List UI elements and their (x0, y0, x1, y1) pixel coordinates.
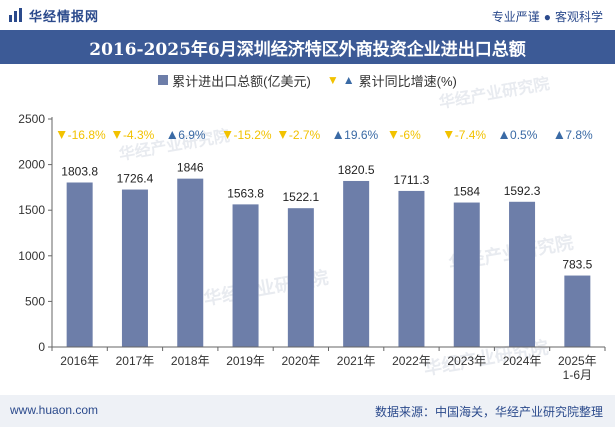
footer: www.huaon.com 数据来源：中国海关，华经产业研究院整理 (0, 395, 615, 427)
bar (121, 189, 148, 347)
bar-series: 1803.8 1726.4 1846 1563.8 1522.1 1820.5 1711.3… (61, 161, 593, 347)
title-bar: 2016-2025年6月深圳经济特区外商投资企业进出口总额 (0, 30, 615, 64)
x-tick-label-line: 2018年 (171, 354, 210, 368)
x-tick-label: 2021年 (337, 354, 376, 368)
legend-item-growth: ▼ ▲ 累计同比增速(%) (327, 71, 457, 90)
growth-down-marker (112, 131, 121, 139)
growth-up-marker (334, 131, 343, 139)
chart-title: 2016-2025年6月深圳经济特区外商投资企业进出口总额 (89, 39, 526, 60)
x-tick-label-line: 2019年 (226, 354, 265, 368)
legend-item-bar: 累计进出口总额(亿美元) (158, 71, 311, 90)
brand-name: 华经情报网 (29, 8, 100, 24)
slogan: 专业严谨 ● 客观科学 (492, 8, 603, 25)
bar-value-label: 1563.8 (227, 186, 264, 200)
x-tick-label: 2017年 (116, 354, 155, 368)
bar (453, 202, 480, 347)
x-tick-label: 2019年 (226, 354, 265, 368)
bar-value-label: 1522.1 (282, 190, 319, 204)
slogan-separator: ● (543, 9, 551, 24)
bar (398, 190, 425, 347)
growth-label: -4.3% (123, 128, 155, 142)
y-tick-label: 1000 (18, 249, 45, 263)
growth-down-marker (389, 131, 398, 139)
x-tick-label-line: 2016年 (60, 354, 99, 368)
x-tick-label: 2022年 (392, 354, 431, 368)
bar-value-label: 1846 (177, 161, 204, 175)
y-tick-label: 2500 (18, 112, 45, 126)
growth-label: -2.7% (289, 128, 321, 142)
growth-down-marker (278, 131, 287, 139)
bar (66, 182, 93, 347)
footer-source: 数据来源：中国海关，华经产业研究院整理 (374, 405, 603, 419)
brand-logo: 华经情报网 (8, 6, 99, 24)
bar (509, 201, 536, 347)
growth-label: 7.8% (565, 128, 593, 142)
bar-value-label: 1584 (453, 185, 480, 199)
bar-value-label: 1711.3 (394, 173, 430, 187)
x-tick-label-line: 2024年 (503, 354, 542, 368)
bar (564, 275, 591, 347)
growth-down-marker (223, 131, 232, 139)
growth-down-marker (444, 131, 453, 139)
growth-series: -16.8% -4.3% 6.9% -15.2% -2.7% 19.6% -6% -7.4% 0… (57, 128, 593, 142)
growth-label: 0.5% (510, 128, 538, 142)
growth-label: -15.2% (234, 128, 272, 142)
brand-logo-icon (9, 8, 22, 22)
x-tick-label-line: 2017年 (116, 354, 155, 368)
bar-value-label: 783.5 (562, 258, 592, 272)
chart-legend: 累计进出口总额(亿美元) ▼ ▲ 累计同比增速(%) (0, 70, 615, 90)
top-bar: 华经情报网 专业严谨 ● 客观科学 (0, 0, 615, 30)
x-tick-label-line: 2021年 (337, 354, 376, 368)
growth-label: -16.8% (68, 128, 106, 142)
growth-up-marker (555, 131, 564, 139)
growth-label: 6.9% (178, 128, 206, 142)
legend-bar-label: 累计进出口总额(亿美元) (172, 73, 311, 89)
x-tick-label-line: 1-6月 (563, 368, 592, 382)
y-tick-label: 2000 (18, 158, 45, 172)
y-axis: 0 500 1000 1500 2000 2500 (18, 112, 53, 354)
growth-up-marker (168, 131, 177, 139)
x-tick-label: 2018年 (171, 354, 210, 368)
bar-value-label: 1726.4 (117, 172, 154, 186)
bar-value-label: 1803.8 (61, 164, 98, 178)
chart-area: 华经产业研究院华经产业研究院华经产业研究院华经产业研究院华经产业研究院 0500… (18, 74, 606, 382)
bar (232, 204, 259, 347)
x-axis: 2016年 2017年 2018年 2019年 2020年 2021年 2022年 2023年… (51, 346, 606, 382)
slogan-left: 专业严谨 (491, 10, 540, 24)
growth-label: -6% (399, 128, 421, 142)
bar (343, 180, 370, 347)
y-tick-label: 1500 (18, 203, 45, 217)
x-tick-label-line: 2020年 (281, 354, 320, 368)
triangle-up-icon: ▲ (342, 73, 355, 87)
bar-value-label: 1592.3 (504, 184, 541, 198)
growth-up-marker (500, 131, 509, 139)
x-tick-label: 2016年 (60, 354, 99, 368)
growth-label: -7.4% (455, 128, 487, 142)
x-tick-label-line: 2025年 (558, 354, 597, 368)
x-tick-label: 2023年 (447, 354, 486, 368)
triangle-down-icon: ▼ (326, 73, 339, 87)
legend-bar-swatch (158, 75, 169, 85)
watermark-text: 华经产业研究院 (437, 74, 551, 112)
x-tick-label-line: 2022年 (392, 354, 431, 368)
x-tick-label: 2025年 1-6月 (558, 354, 597, 382)
y-tick-label: 0 (38, 340, 45, 354)
slogan-right: 客观科学 (554, 10, 603, 24)
x-tick-label-line: 2023年 (447, 354, 486, 368)
legend-growth-label: 累计同比增速(%) (358, 73, 457, 89)
bar (177, 178, 204, 347)
growth-down-marker (57, 131, 66, 139)
bar-value-label: 1820.5 (338, 163, 375, 177)
growth-label: 19.6% (344, 128, 378, 142)
bar (287, 208, 314, 347)
footer-website: www.huaon.com (10, 403, 99, 417)
y-tick-label: 500 (25, 294, 45, 308)
x-tick-label: 2024年 (503, 354, 542, 368)
x-tick-label: 2020年 (281, 354, 320, 368)
